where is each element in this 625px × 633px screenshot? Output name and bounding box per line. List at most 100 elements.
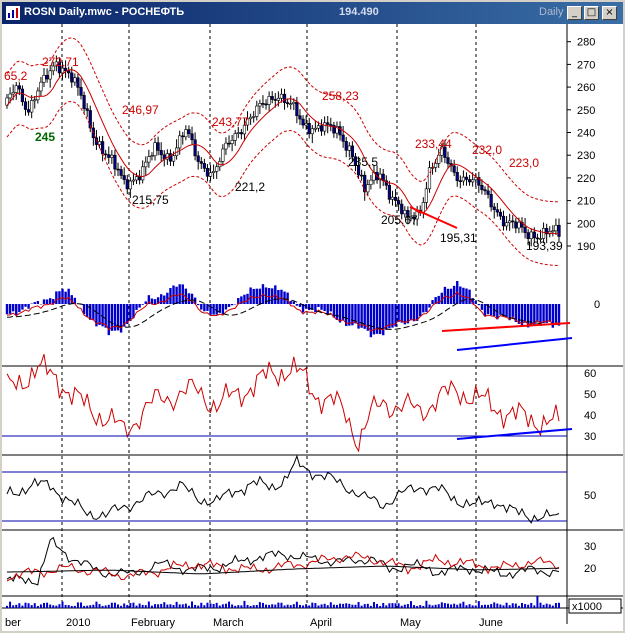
- macd-histogram-bar: [446, 288, 450, 304]
- macd-histogram-bar: [240, 296, 243, 304]
- candle-down: [63, 67, 68, 72]
- volume-bar: [83, 605, 86, 608]
- candle-up: [39, 81, 43, 92]
- macd-histogram-bar: [169, 288, 172, 304]
- candle-up: [551, 230, 555, 233]
- volume-bar: [302, 605, 305, 608]
- title-bar[interactable]: ROSN Daily.mwc - РОСНЕФТЬ 194.490 Daily …: [2, 2, 623, 24]
- macd-histogram-bar: [412, 304, 416, 322]
- candle-down: [535, 237, 540, 240]
- macd-histogram-bar: [477, 304, 481, 306]
- volume-bar: [545, 603, 548, 608]
- macd-histogram-bar: [24, 304, 27, 307]
- volume-bar: [345, 603, 348, 608]
- candle-down: [458, 180, 462, 182]
- oscillator-panel: [2, 454, 567, 524]
- macd-histogram-bar: [505, 304, 508, 318]
- candle-up: [249, 116, 253, 120]
- rsi-line: [6, 354, 560, 453]
- volume-bar: [558, 602, 560, 608]
- candle-down: [329, 124, 333, 126]
- candle-up: [252, 116, 256, 118]
- volume-bar: [30, 605, 33, 608]
- macd-histogram-bar: [227, 304, 231, 307]
- macd-histogram-bar: [363, 304, 366, 329]
- candle-down: [295, 101, 299, 117]
- maximize-button[interactable]: □: [584, 6, 599, 20]
- volume-bar: [86, 605, 89, 608]
- candle-down: [138, 176, 142, 181]
- macd-histogram-bar: [187, 293, 191, 304]
- volume-bar: [166, 604, 169, 608]
- volume-bar: [228, 601, 231, 608]
- volume-bar: [280, 602, 283, 608]
- volume-bar: [542, 604, 545, 608]
- chart-area[interactable]: 65,2 272,71 245 246,97 215,75 243,77 221,2 258,…: [2, 24, 623, 631]
- price-trendline-red: [409, 206, 458, 229]
- candle-down: [76, 77, 80, 88]
- volume-bar: [150, 605, 153, 608]
- price-tick-label: 250: [577, 105, 595, 117]
- macd-histogram-bar: [533, 304, 536, 326]
- macd-histogram-bar: [508, 304, 511, 321]
- macd-histogram-bar: [382, 304, 385, 336]
- volume-bar: [27, 603, 30, 608]
- volume-bar: [120, 605, 123, 608]
- macd-histogram-bar: [360, 304, 363, 328]
- volume-bar: [428, 604, 431, 608]
- volume-bar: [6, 605, 8, 608]
- price-annotation: 243,77: [212, 115, 249, 129]
- macd-histogram-bar: [104, 304, 107, 328]
- volume-bar: [527, 604, 530, 608]
- candle-down: [384, 180, 388, 186]
- candle-down: [480, 184, 484, 191]
- macd-histogram-bar: [126, 304, 129, 325]
- macd-histogram-bar: [341, 304, 345, 321]
- volume-bar: [9, 601, 12, 608]
- candle-down: [319, 125, 324, 132]
- volume-bar: [382, 602, 385, 608]
- volume-bar: [49, 604, 52, 608]
- macd-histogram-bar: [394, 304, 397, 327]
- volume-panel: [6, 596, 560, 608]
- x-axis-label: ber: [5, 617, 21, 629]
- candle-up: [424, 188, 428, 203]
- candle-down: [156, 142, 160, 151]
- candle-up: [258, 103, 262, 107]
- volume-bar: [406, 604, 409, 608]
- candle-down: [196, 155, 200, 162]
- volume-bar: [237, 605, 240, 608]
- macd-trendline-red: [441, 322, 571, 332]
- close-button[interactable]: ×: [602, 6, 617, 20]
- price-annotation: 195,31: [440, 231, 477, 245]
- minimize-button[interactable]: _: [567, 6, 582, 20]
- volume-bar: [271, 604, 274, 608]
- macd-histogram-bar: [357, 304, 360, 329]
- macd-histogram-bar: [150, 298, 154, 304]
- volume-bar: [332, 604, 335, 608]
- volume-bar: [64, 604, 67, 608]
- macd-histogram-bar: [193, 297, 197, 304]
- price-annotation: 245: [35, 130, 55, 144]
- volume-bar: [117, 604, 120, 608]
- volume-bar: [107, 604, 110, 608]
- volume-bar: [36, 605, 39, 608]
- candle-down: [122, 175, 126, 180]
- macd-histogram-bar: [33, 302, 36, 304]
- candle-down: [181, 135, 185, 138]
- candle-up: [48, 70, 52, 80]
- volume-bar: [67, 605, 70, 608]
- volume-bar: [243, 600, 246, 608]
- macd-histogram-bar: [323, 304, 326, 312]
- macd-histogram-bar: [224, 304, 228, 310]
- candle-down: [119, 169, 123, 176]
- candle-up: [292, 101, 296, 105]
- price-annotation: 65,2: [4, 69, 28, 83]
- price-tick-label: 190: [577, 241, 595, 253]
- price-tick-label: 200: [577, 218, 595, 230]
- volume-bar: [443, 603, 446, 608]
- volume-bar: [471, 605, 474, 608]
- candle-up: [184, 129, 188, 138]
- candle-up: [508, 220, 512, 224]
